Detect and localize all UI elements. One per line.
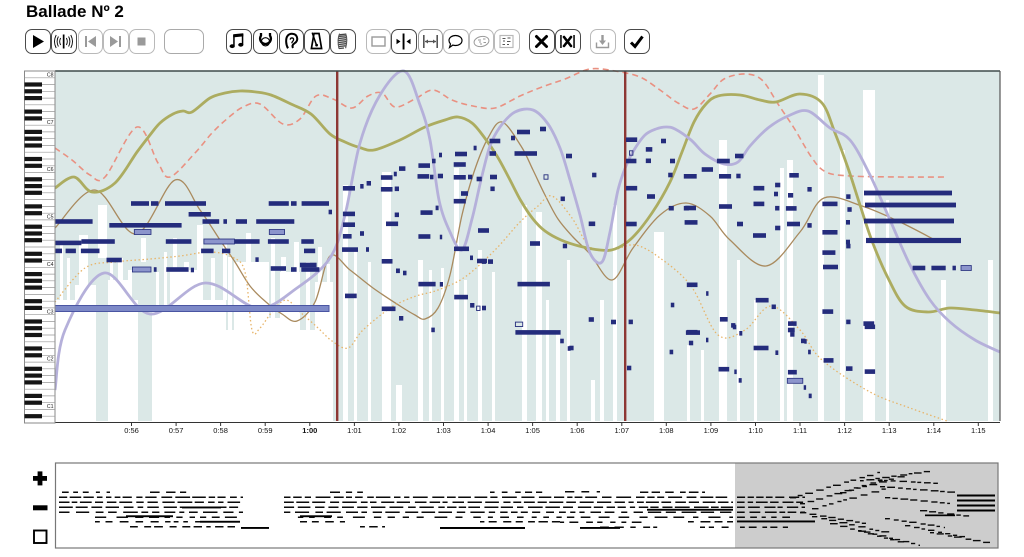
svg-text:1:15: 1:15	[971, 426, 986, 435]
svg-text:1:05: 1:05	[525, 426, 540, 435]
svg-text:0:57: 0:57	[169, 426, 184, 435]
svg-text:1:04: 1:04	[481, 426, 496, 435]
svg-text:1:13: 1:13	[882, 426, 897, 435]
svg-text:1:11: 1:11	[793, 426, 807, 435]
svg-text:1:07: 1:07	[614, 426, 629, 435]
svg-text:1:01: 1:01	[347, 426, 362, 435]
svg-text:C1: C1	[47, 404, 54, 410]
svg-text:1:10: 1:10	[748, 426, 763, 435]
svg-text:1:00: 1:00	[302, 426, 317, 435]
svg-text:0:56: 0:56	[124, 426, 139, 435]
svg-text:C5: C5	[47, 215, 54, 221]
svg-text:1:03: 1:03	[436, 426, 451, 435]
svg-text:C4: C4	[47, 262, 54, 268]
svg-text:C2: C2	[47, 357, 54, 363]
svg-text:1:12: 1:12	[837, 426, 852, 435]
svg-text:1:02: 1:02	[392, 426, 407, 435]
svg-text:1:09: 1:09	[704, 426, 719, 435]
svg-text:C6: C6	[47, 167, 54, 173]
svg-text:0:59: 0:59	[258, 426, 273, 435]
svg-text:C7: C7	[47, 120, 54, 126]
svg-text:1:14: 1:14	[926, 426, 941, 435]
svg-text:C8: C8	[47, 72, 54, 78]
svg-text:C3: C3	[47, 309, 54, 315]
svg-text:1:08: 1:08	[659, 426, 674, 435]
svg-text:1:06: 1:06	[570, 426, 585, 435]
svg-text:0:58: 0:58	[213, 426, 228, 435]
